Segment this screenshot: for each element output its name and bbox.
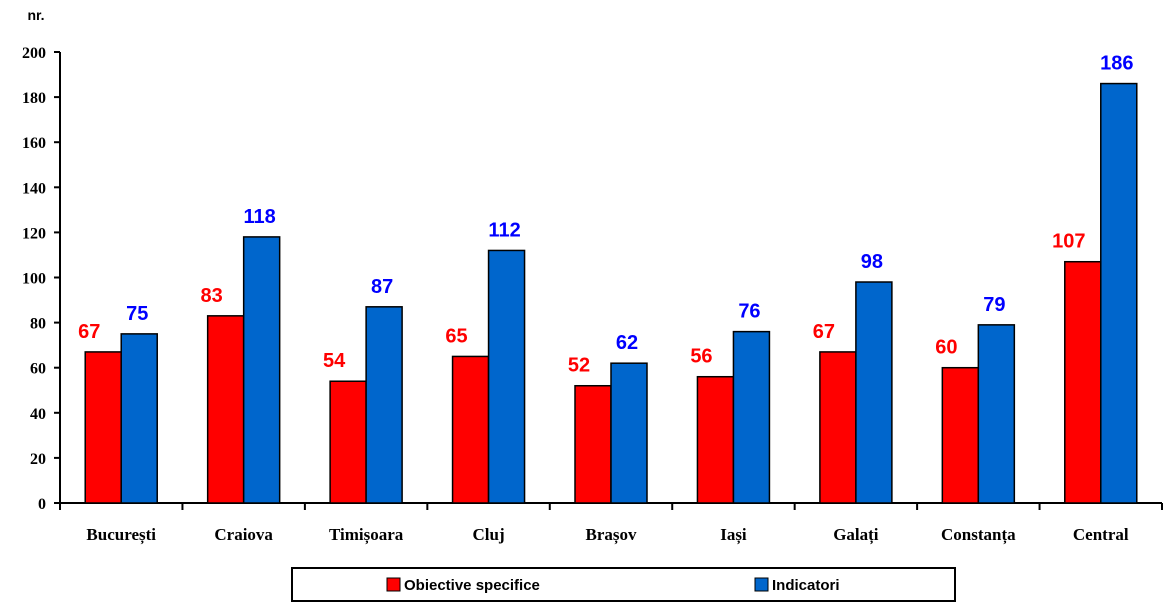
bar-value-label: 87 [371,276,393,298]
bar-value-label: 107 [1052,231,1085,253]
bar-value-label: 67 [813,321,835,343]
bar [855,281,893,504]
bar-value-label: 60 [935,337,957,359]
bar [732,330,771,504]
bars [84,82,1138,504]
y-tick-label: 140 [22,180,46,197]
y-tick-label: 80 [30,316,46,333]
legend-label-obiective: Obiective specifice [404,577,540,594]
x-category-label: Cluj [472,525,504,544]
bar [574,384,612,504]
y-tick-label: 100 [22,271,46,288]
legend: Obiective specifice Indicatori [291,567,956,602]
bar [120,333,158,504]
bar-value-label: 83 [201,285,223,307]
x-category-label: Central [1073,525,1129,544]
data-labels: 67 75 83 118 54 87 65 112 52 62 56 76 67 98 60 79 107 186 [78,53,1133,377]
y-tick-label: 60 [30,361,46,378]
bar-value-label: 98 [861,251,883,273]
bar [451,355,490,504]
bar [819,351,857,504]
x-category-label: Iași [720,525,747,545]
legend-frame [291,567,956,602]
bar [977,324,1016,504]
bar [610,362,648,504]
bar-value-label: 79 [983,294,1005,316]
legend-label-indicatori: Indicatori [772,577,840,594]
y-tick-label: 180 [22,90,46,107]
legend-swatch-obiective [386,577,401,592]
y-axis-unit-label: nr. [27,7,44,23]
y-tick-label: 160 [22,135,46,152]
x-category-label: Timișoara [329,525,404,545]
bar-value-label: 112 [488,219,520,241]
y-tick-label: 20 [30,451,46,468]
bar [941,366,980,504]
x-category-label: Galați [833,525,879,545]
bar [365,306,403,504]
bar [487,249,526,504]
bar-value-label: 75 [126,303,148,325]
bar-value-label: 52 [568,355,590,377]
bar [206,315,245,504]
bar-value-label: 186 [1100,53,1133,75]
bar [84,351,122,504]
bar [696,375,735,504]
bar-value-label: 118 [244,206,276,228]
bar-value-label: 76 [738,301,760,323]
y-tick-label: 0 [38,496,46,513]
y-tick-label: 200 [22,45,46,62]
legend-swatch-indicatori [754,577,769,592]
y-tick-label: 40 [30,406,46,423]
y-tick-label: 120 [22,225,46,242]
axes: 0 20 40 60 80 100 120 140 160 180 200 București Crai… [22,45,1163,545]
x-category-label: București [86,525,156,545]
bar-value-label: 54 [323,350,346,372]
bar [329,380,367,504]
x-category-label: Brașov [586,525,638,545]
x-category-label: Craiova [214,525,273,544]
bar [1064,260,1102,504]
bar-value-label: 67 [78,321,100,343]
bar-value-label: 56 [690,346,712,368]
bar [242,236,281,504]
bar-value-label: 62 [616,332,638,354]
bar [1100,82,1138,504]
x-category-label: Constanța [941,525,1016,545]
bar-value-label: 65 [445,325,467,347]
